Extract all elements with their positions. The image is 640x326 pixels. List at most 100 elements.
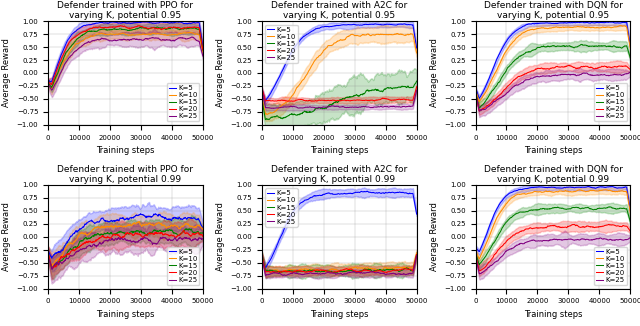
K=20 xyxy=(129,26,136,30)
K=25 xyxy=(547,238,554,242)
K=20 xyxy=(351,98,358,102)
K=15 xyxy=(118,230,125,234)
K=5 xyxy=(385,22,393,26)
K=25 xyxy=(172,38,179,42)
Line: K=15: K=15 xyxy=(476,44,630,108)
K=25 xyxy=(333,272,340,276)
K=25 xyxy=(545,239,553,243)
K=10 xyxy=(410,265,417,269)
K=5 xyxy=(118,21,125,25)
K=10 xyxy=(128,33,136,37)
K=5 xyxy=(332,192,339,196)
K=5 xyxy=(262,99,269,103)
K=5 xyxy=(128,215,136,219)
K=5 xyxy=(342,23,349,27)
K=15 xyxy=(599,44,607,48)
K=20 xyxy=(118,236,125,240)
K=10 xyxy=(564,189,572,193)
K=5 xyxy=(547,185,554,189)
K=25 xyxy=(623,72,631,76)
K=15 xyxy=(476,263,483,267)
K=20 xyxy=(172,25,179,29)
K=25 xyxy=(627,71,634,75)
K=20 xyxy=(472,253,479,257)
K=5 xyxy=(137,212,145,216)
K=20 xyxy=(547,67,554,70)
K=5 xyxy=(401,22,408,26)
K=15 xyxy=(333,271,340,274)
K=25 xyxy=(547,74,554,78)
K=5 xyxy=(627,45,634,49)
K=10 xyxy=(118,32,125,36)
K=25 xyxy=(44,82,52,85)
K=20 xyxy=(410,97,417,101)
K=20 xyxy=(119,235,127,239)
K=5 xyxy=(385,190,393,194)
K=15 xyxy=(564,44,572,48)
Line: K=25: K=25 xyxy=(476,72,630,111)
Legend: K=5, K=10, K=15, K=20, K=25: K=5, K=10, K=15, K=20, K=25 xyxy=(167,83,200,121)
K=10 xyxy=(199,228,207,231)
K=20 xyxy=(545,67,553,71)
K=15 xyxy=(342,96,349,99)
K=25 xyxy=(333,104,340,108)
Y-axis label: Average Reward: Average Reward xyxy=(216,202,225,271)
K=10 xyxy=(44,252,52,256)
K=20 xyxy=(128,232,136,236)
K=25 xyxy=(196,236,204,240)
K=20 xyxy=(383,271,390,274)
K=20 xyxy=(44,250,52,254)
K=10 xyxy=(623,29,631,33)
Line: K=20: K=20 xyxy=(262,87,417,101)
K=25 xyxy=(564,237,572,241)
Line: K=20: K=20 xyxy=(476,65,630,111)
K=5 xyxy=(545,185,553,189)
K=10 xyxy=(472,248,479,252)
K=15 xyxy=(547,44,554,48)
Line: K=10: K=10 xyxy=(48,221,203,267)
Legend: K=5, K=10, K=15, K=20, K=25: K=5, K=10, K=15, K=20, K=25 xyxy=(595,247,627,285)
Line: K=20: K=20 xyxy=(262,255,417,273)
K=5 xyxy=(584,185,592,188)
X-axis label: Training steps: Training steps xyxy=(524,146,582,155)
X-axis label: Training steps: Training steps xyxy=(310,146,369,155)
K=25 xyxy=(44,253,52,257)
Line: K=15: K=15 xyxy=(476,207,630,265)
Legend: K=5, K=10, K=15, K=20, K=25: K=5, K=10, K=15, K=20, K=25 xyxy=(265,188,298,227)
K=5 xyxy=(258,253,266,257)
Title: Defender trained with PPO for
varying K, potential 0.95: Defender trained with PPO for varying K,… xyxy=(58,1,193,21)
K=10 xyxy=(602,188,609,192)
K=10 xyxy=(413,51,420,55)
K=15 xyxy=(119,27,127,31)
Y-axis label: Average Reward: Average Reward xyxy=(216,38,225,108)
K=25 xyxy=(556,73,563,77)
K=10 xyxy=(135,219,143,223)
K=20 xyxy=(180,228,188,232)
K=5 xyxy=(196,25,204,29)
Line: K=15: K=15 xyxy=(262,254,417,273)
K=5 xyxy=(258,87,266,91)
K=10 xyxy=(44,81,52,85)
K=10 xyxy=(385,266,393,270)
K=5 xyxy=(173,20,181,24)
K=10 xyxy=(333,268,340,272)
K=5 xyxy=(342,192,349,196)
K=5 xyxy=(333,23,340,27)
K=15 xyxy=(413,79,420,83)
Y-axis label: Average Reward: Average Reward xyxy=(2,202,11,271)
K=5 xyxy=(196,219,204,223)
K=10 xyxy=(199,51,207,54)
K=10 xyxy=(547,189,554,193)
K=15 xyxy=(48,266,56,270)
Legend: K=5, K=10, K=15, K=20, K=25: K=5, K=10, K=15, K=20, K=25 xyxy=(595,83,627,121)
K=5 xyxy=(118,216,125,220)
Title: Defender trained with PPO for
varying K, potential 0.99: Defender trained with PPO for varying K,… xyxy=(58,165,193,184)
K=5 xyxy=(564,185,572,189)
K=25 xyxy=(159,235,166,239)
K=15 xyxy=(599,206,607,210)
K=15 xyxy=(128,229,136,233)
Line: K=10: K=10 xyxy=(476,25,630,102)
K=5 xyxy=(472,85,479,89)
K=20 xyxy=(623,225,631,229)
Y-axis label: Average Reward: Average Reward xyxy=(429,202,438,271)
